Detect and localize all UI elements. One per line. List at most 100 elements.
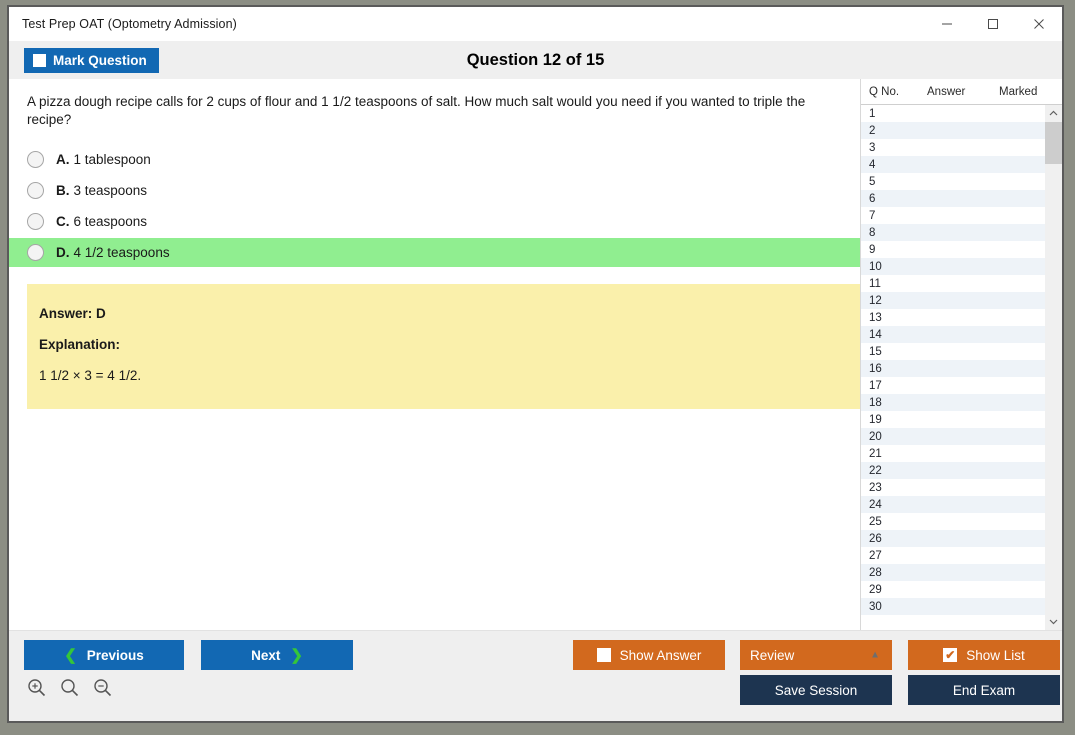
question-list-row[interactable]: 16 xyxy=(861,360,1045,377)
question-list-row[interactable]: 30 xyxy=(861,598,1045,615)
question-list-row[interactable]: 10 xyxy=(861,258,1045,275)
question-list-body: 1 2 3 4 5 6 7 8 9 10 11 12 13 14 15 16 17 18 19 20 21 22 23 24 2… xyxy=(861,105,1062,630)
question-list-row[interactable]: 23 xyxy=(861,479,1045,496)
zoom-toolbar xyxy=(27,678,112,702)
option-letter: A. xyxy=(56,152,70,168)
row-question-number: 8 xyxy=(869,226,876,239)
question-list-row[interactable]: 5 xyxy=(861,173,1045,190)
question-list-header: Q No. Answer Marked xyxy=(861,79,1062,105)
row-question-number: 11 xyxy=(869,277,881,290)
question-list-row[interactable]: 21 xyxy=(861,445,1045,462)
window-title: Test Prep OAT (Optometry Admission) xyxy=(22,17,237,31)
question-header: Mark Question Question 12 of 15 xyxy=(9,41,1062,79)
scrollbar-track[interactable] xyxy=(1045,122,1062,613)
question-list-row[interactable]: 9 xyxy=(861,241,1045,258)
review-dropdown[interactable]: Review ▲ xyxy=(740,640,892,670)
previous-button[interactable]: ❮ Previous xyxy=(24,640,184,670)
question-list-row[interactable]: 2 xyxy=(861,122,1045,139)
show-answer-label: Show Answer xyxy=(619,647,702,663)
zoom-in-icon[interactable] xyxy=(27,678,46,702)
row-question-number: 28 xyxy=(869,566,882,579)
end-exam-label: End Exam xyxy=(952,682,1016,698)
row-question-number: 19 xyxy=(869,413,882,426)
row-question-number: 24 xyxy=(869,498,882,511)
scroll-down-icon[interactable] xyxy=(1045,613,1062,630)
option-b[interactable]: B. 3 teaspoons xyxy=(9,176,860,205)
question-list-row[interactable]: 19 xyxy=(861,411,1045,428)
mark-question-button[interactable]: Mark Question xyxy=(24,47,159,73)
row-question-number: 22 xyxy=(869,464,882,477)
page-title: Question 12 of 15 xyxy=(466,50,605,69)
row-question-number: 3 xyxy=(869,141,876,154)
maximize-icon[interactable] xyxy=(970,7,1016,41)
save-session-label: Save Session xyxy=(774,682,858,698)
show-list-checkbox[interactable]: ✔ xyxy=(943,648,958,662)
answer-line: Answer: D xyxy=(39,306,106,322)
row-question-number: 18 xyxy=(869,396,882,409)
question-list-row[interactable]: 6 xyxy=(861,190,1045,207)
question-list-row[interactable]: 27 xyxy=(861,547,1045,564)
row-question-number: 1 xyxy=(869,107,876,120)
question-list-rows: 1 2 3 4 5 6 7 8 9 10 11 12 13 14 15 16 17 18 19 20 21 22 23 24 2… xyxy=(861,105,1045,630)
question-list-row[interactable]: 22 xyxy=(861,462,1045,479)
option-a[interactable]: A. 1 tablespoon xyxy=(9,145,860,174)
question-list-row[interactable]: 14 xyxy=(861,326,1045,343)
question-list-row[interactable]: 4 xyxy=(861,156,1045,173)
option-d[interactable]: D. 4 1/2 teaspoons xyxy=(9,238,860,268)
radio-icon[interactable] xyxy=(27,213,44,231)
show-answer-button[interactable]: Show Answer xyxy=(573,640,725,670)
question-list-row[interactable]: 13 xyxy=(861,309,1045,326)
question-list-row[interactable]: 17 xyxy=(861,377,1045,394)
question-list-row[interactable]: 18 xyxy=(861,394,1045,411)
chevron-up-icon: ▲ xyxy=(870,649,880,661)
radio-icon[interactable] xyxy=(27,151,44,169)
window-controls xyxy=(924,7,1062,41)
radio-icon[interactable] xyxy=(27,182,44,200)
show-list-label: Show List xyxy=(966,647,1025,663)
show-answer-checkbox[interactable] xyxy=(596,648,611,662)
next-button[interactable]: Next ❯ xyxy=(201,640,353,670)
mark-question-checkbox[interactable] xyxy=(33,53,46,67)
column-header-marked: Marked xyxy=(999,85,1038,98)
zoom-out-icon[interactable] xyxy=(93,678,112,702)
question-list-row[interactable]: 25 xyxy=(861,513,1045,530)
question-list-row[interactable]: 8 xyxy=(861,224,1045,241)
row-question-number: 7 xyxy=(869,209,876,222)
exam-window: Test Prep OAT (Optometry Admission) Mark… xyxy=(7,5,1064,723)
row-question-number: 15 xyxy=(869,345,882,358)
question-list-row[interactable]: 11 xyxy=(861,275,1045,292)
option-letter: D. xyxy=(56,245,70,261)
chevron-left-icon: ❮ xyxy=(64,647,77,664)
question-list-row[interactable]: 12 xyxy=(861,292,1045,309)
end-exam-button[interactable]: End Exam xyxy=(908,675,1060,705)
question-list-row[interactable]: 20 xyxy=(861,428,1045,445)
close-icon[interactable] xyxy=(1016,7,1062,41)
row-question-number: 5 xyxy=(869,175,876,188)
question-list-panel: Q No. Answer Marked 1 2 3 4 5 6 7 8 9 10 11 12 13 14 1… xyxy=(860,79,1062,630)
explanation-label: Explanation: xyxy=(39,337,121,353)
question-list-row[interactable]: 29 xyxy=(861,581,1045,598)
question-list-row[interactable]: 26 xyxy=(861,530,1045,547)
question-list-row[interactable]: 15 xyxy=(861,343,1045,360)
show-list-button[interactable]: ✔ Show List xyxy=(908,640,1060,670)
question-list-row[interactable]: 24 xyxy=(861,496,1045,513)
row-question-number: 25 xyxy=(869,515,882,528)
row-question-number: 23 xyxy=(869,481,882,494)
option-c[interactable]: C. 6 teaspoons xyxy=(9,207,860,236)
scrollbar-thumb[interactable] xyxy=(1045,122,1062,164)
question-list-row[interactable]: 3 xyxy=(861,139,1045,156)
question-list-row[interactable]: 7 xyxy=(861,207,1045,224)
option-text: 4 1/2 teaspoons xyxy=(73,245,170,261)
radio-icon[interactable] xyxy=(27,244,44,262)
minimize-icon[interactable] xyxy=(924,7,970,41)
question-list-row[interactable]: 28 xyxy=(861,564,1045,581)
scroll-up-icon[interactable] xyxy=(1045,105,1062,122)
save-session-button[interactable]: Save Session xyxy=(740,675,892,705)
zoom-reset-icon[interactable] xyxy=(60,678,79,702)
next-label: Next xyxy=(251,647,281,663)
question-list-scrollbar[interactable] xyxy=(1045,105,1062,630)
answer-options: A. 1 tablespoon B. 3 teaspoons C. 6 teas… xyxy=(9,145,860,268)
explanation-panel: Answer: D Explanation: 1 1/2 × 3 = 4 1/2… xyxy=(27,284,860,410)
question-text: A pizza dough recipe calls for 2 cups of… xyxy=(27,94,806,128)
question-list-row[interactable]: 1 xyxy=(861,105,1045,122)
